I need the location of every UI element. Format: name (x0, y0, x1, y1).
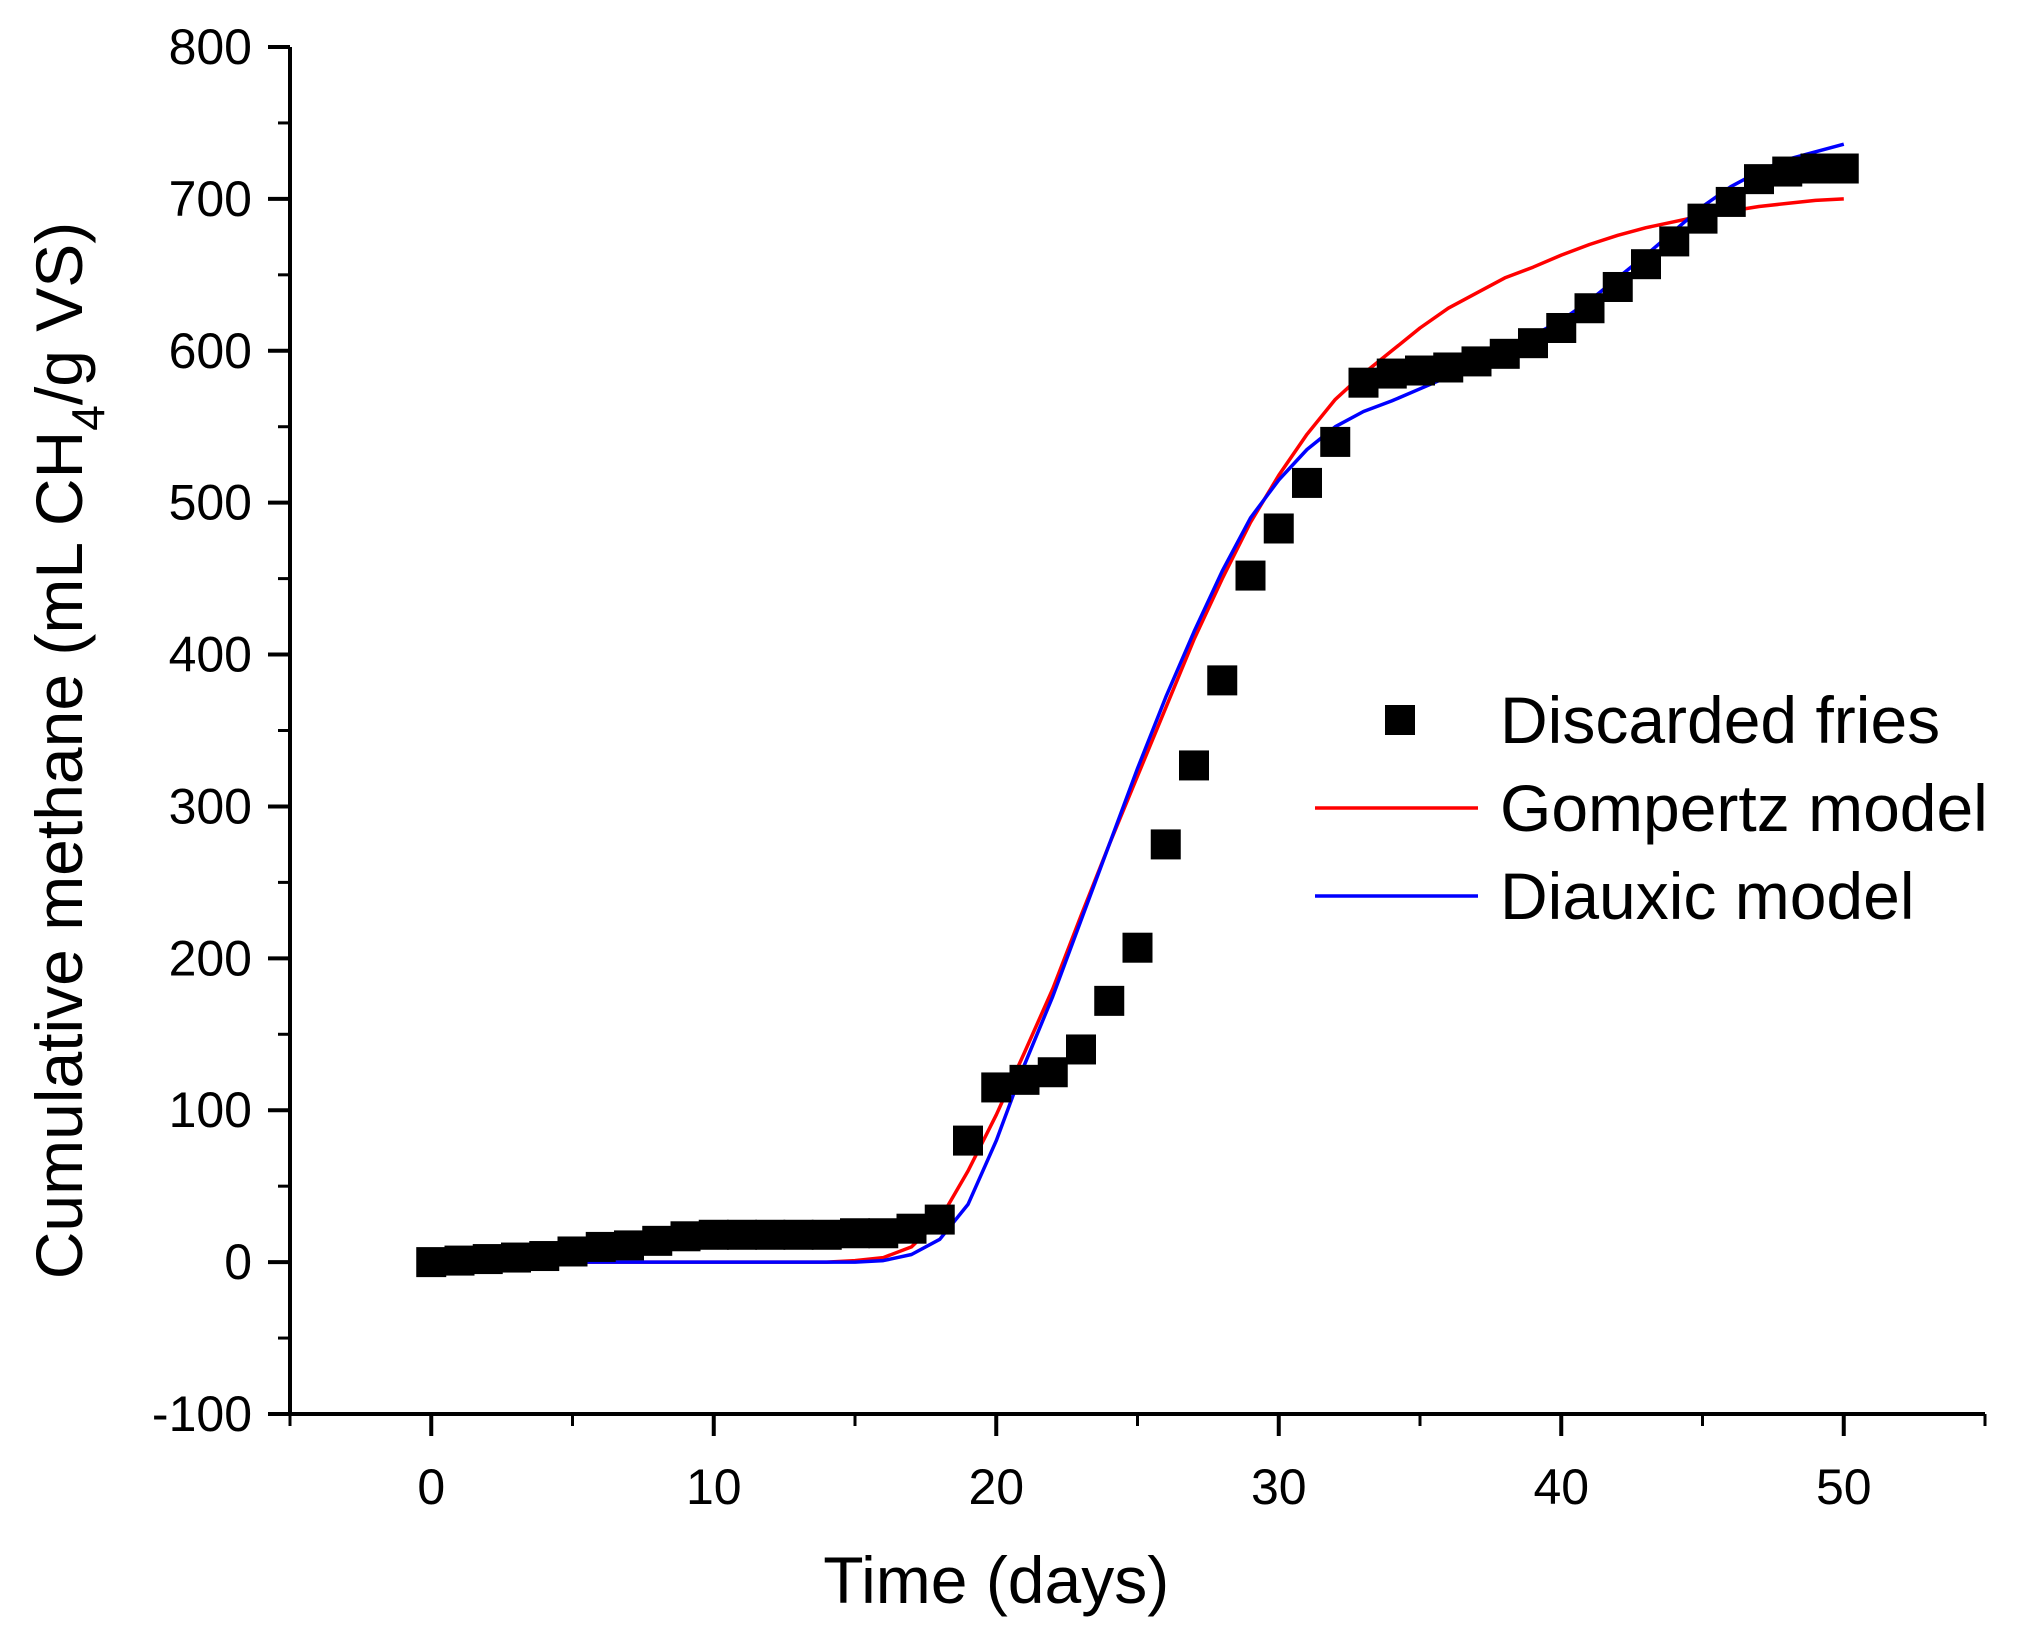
data-point (1574, 293, 1605, 324)
y-tick-label: 700 (169, 171, 252, 227)
data-point (1207, 665, 1238, 696)
legend-label: Discarded fries (1500, 683, 1940, 757)
data-point (416, 1247, 447, 1278)
data-point (698, 1219, 729, 1250)
y-tick-label: 400 (169, 627, 252, 683)
y-axis-title: Cumulative methane (mL CH4/g VS) (22, 222, 114, 1280)
y-tick-label: 300 (169, 778, 252, 834)
y-axis-title-prefix: Cumulative methane (mL CH (22, 431, 96, 1280)
data-point (783, 1219, 814, 1250)
data-point (1489, 338, 1520, 369)
data-point (953, 1125, 983, 1156)
legend-label: Diauxic model (1500, 859, 1915, 933)
data-point (755, 1219, 786, 1250)
data-point (1433, 352, 1464, 383)
data-point (1376, 358, 1407, 389)
data-point (1546, 312, 1577, 343)
data-point (614, 1230, 644, 1261)
data-point (1179, 750, 1209, 781)
data-point (1828, 153, 1859, 184)
data-point (1235, 560, 1266, 591)
x-tick-label: 0 (417, 1459, 445, 1515)
legend-layer: Discarded fries Gompertz model Diauxic mod… (1315, 683, 1988, 933)
x-axis-title: Time (days) (823, 1543, 1169, 1617)
y-tick-label: 600 (169, 323, 252, 379)
legend-label: Gompertz model (1500, 771, 1988, 845)
data-point (1263, 513, 1294, 544)
data-point (444, 1245, 475, 1276)
data-point (1772, 156, 1803, 187)
data-point (1037, 1057, 1068, 1088)
data-point (1687, 203, 1718, 234)
data-point (924, 1204, 955, 1235)
data-point (1659, 226, 1690, 257)
x-tick-label: 20 (968, 1459, 1024, 1515)
data-point (1461, 346, 1492, 377)
series-layer (416, 142, 1859, 1278)
data-point (670, 1221, 701, 1252)
y-tick-label: 800 (169, 19, 252, 75)
data-point (868, 1218, 899, 1249)
data-point (811, 1219, 842, 1250)
y-tick-label: 500 (169, 475, 252, 531)
x-tick-label: 10 (686, 1459, 742, 1515)
data-point (1602, 271, 1633, 302)
x-tick-label: 50 (1816, 1459, 1872, 1515)
axes-layer: -100 0 100 200 300 400 500 600 700 800 0 10 20 30 40 50 (152, 19, 1987, 1515)
data-point (1715, 186, 1746, 217)
data-point (1348, 367, 1379, 398)
y-tick-label: 0 (224, 1234, 252, 1290)
legend-marker (1385, 705, 1415, 735)
data-point (1094, 985, 1125, 1016)
data-point (1066, 1034, 1096, 1065)
data-point (557, 1236, 588, 1267)
data-point (1009, 1064, 1040, 1095)
data-point (1631, 249, 1661, 280)
data-point (1150, 829, 1181, 860)
data-point (1800, 153, 1831, 184)
data-point (1744, 164, 1774, 195)
data-point (1320, 426, 1351, 457)
y-tick-label: -100 (152, 1386, 252, 1442)
data-point (727, 1219, 757, 1250)
data-point (1122, 932, 1153, 963)
x-tick-label: 30 (1251, 1459, 1307, 1515)
y-tick-label: 200 (169, 930, 252, 986)
x-tick-label: 40 (1533, 1459, 1589, 1515)
data-point (642, 1225, 673, 1256)
data-point (472, 1244, 503, 1275)
data-point (529, 1241, 560, 1272)
y-tick-label: 100 (169, 1082, 252, 1138)
data-point (501, 1242, 531, 1273)
data-point (840, 1218, 870, 1249)
data-point (981, 1072, 1012, 1103)
data-point (585, 1231, 616, 1262)
y-axis-title-suffix: /g VS) (22, 222, 96, 405)
data-point (1518, 328, 1548, 359)
data-point (896, 1213, 927, 1244)
data-point (1405, 355, 1435, 386)
data-point (1292, 467, 1322, 498)
y-axis-title-subscript: 4 (62, 405, 114, 431)
